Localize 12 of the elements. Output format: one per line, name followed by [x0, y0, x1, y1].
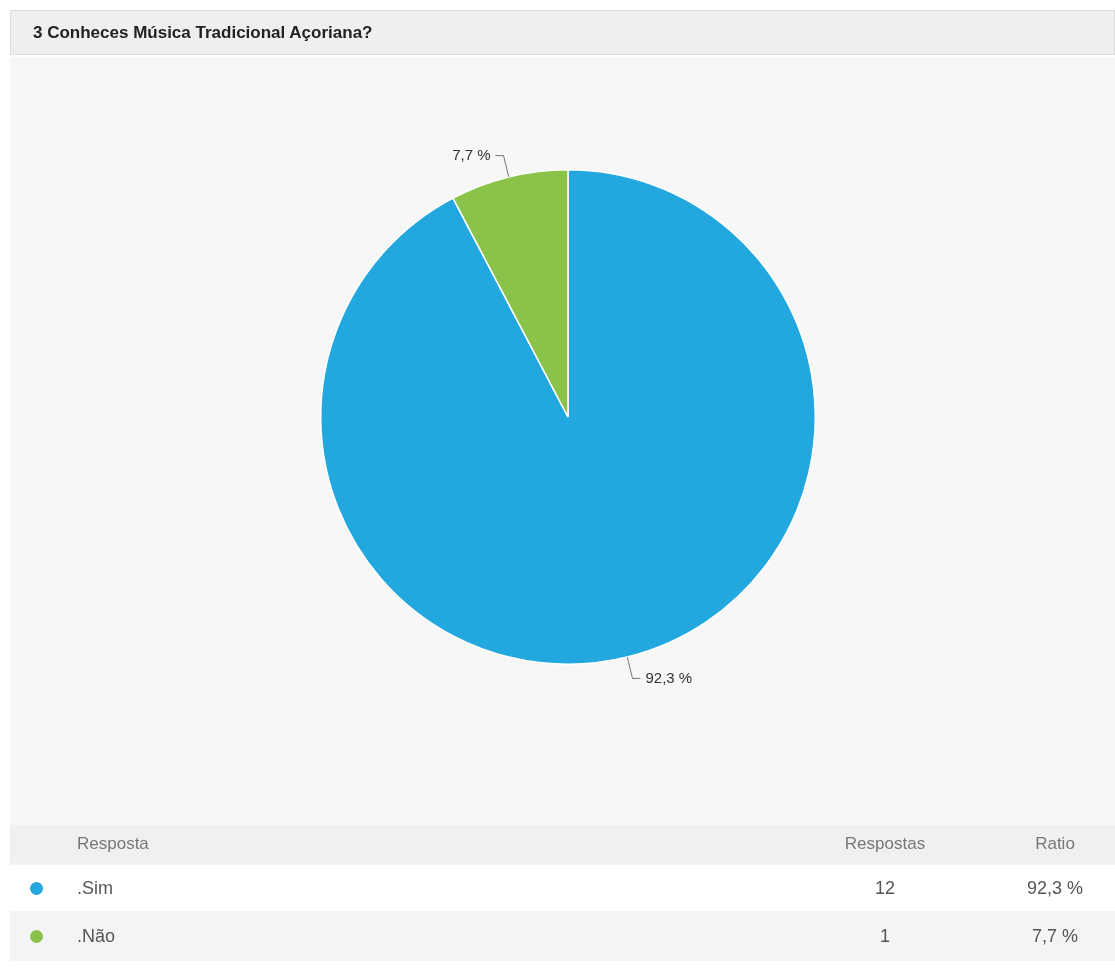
text: Respostas [843, 833, 927, 855]
legend-label: .Não [77, 925, 116, 948]
text: 1 [879, 926, 890, 946]
chart-title: 3 Conheces Música Tradicional Açoriana? [10, 10, 1115, 55]
data-label: 7,7 % [452, 145, 491, 163]
data-label: 92,3 % [645, 668, 693, 686]
text: 92,3 % [1026, 878, 1084, 898]
text: 12 [874, 878, 896, 898]
text: Resposta [77, 833, 149, 855]
text: 7,7 % [1031, 926, 1079, 946]
text: Ratio [1034, 833, 1076, 855]
legend-label: .Sim [77, 877, 113, 900]
